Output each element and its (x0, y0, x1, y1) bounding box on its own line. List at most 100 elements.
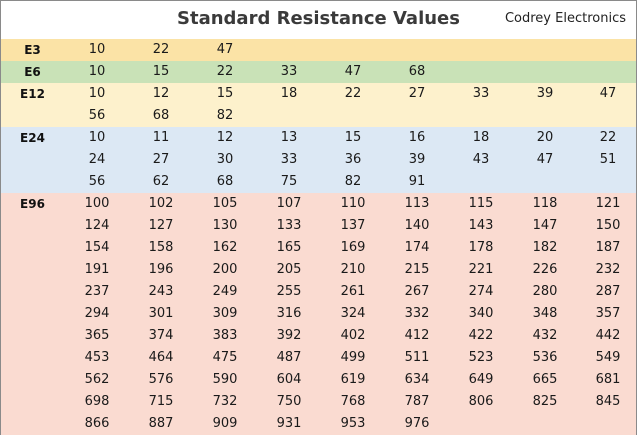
resistance-value: 162 (212, 240, 238, 255)
series-table: E3 10 22 47 E6 10 15 22 33 47 68 E12 10 12 15 18 22 27 33 3… (1, 39, 636, 435)
resistance-value: 422 (468, 328, 494, 343)
resistance-value: 182 (532, 240, 558, 255)
resistance-value: 665 (532, 372, 558, 387)
resistance-value: 121 (595, 196, 621, 211)
series-e96: E96 100 102 105 107 110 113 115 118 121 124 127 130 1… (1, 193, 636, 435)
resistance-value: 10 (88, 130, 106, 145)
resistance-value: 47 (216, 42, 234, 57)
table-header: Standard Resistance Values Codrey Electr… (1, 1, 636, 39)
value-row: 237 243 249 255 261 267 274 280 287 (1, 281, 636, 303)
resistance-value: 158 (148, 240, 174, 255)
resistance-value: 604 (276, 372, 302, 387)
resistance-value: 187 (595, 240, 621, 255)
series-label-e6: E6 (24, 65, 41, 79)
resistance-value: 806 (468, 394, 494, 409)
series-e24: E24 10 11 12 13 15 16 18 20 22 24 27 30 33 36 39 43 47 51 5… (1, 127, 636, 193)
resistance-value: 698 (84, 394, 110, 409)
series-label-e3: E3 (24, 43, 41, 57)
resistance-value: 402 (340, 328, 366, 343)
resistance-value: 392 (276, 328, 302, 343)
resistance-value: 18 (280, 86, 298, 101)
resistance-value: 976 (404, 416, 430, 431)
value-row: 10 15 22 33 47 68 (1, 61, 636, 83)
resistance-value: 316 (276, 306, 302, 321)
series-e12: E12 10 12 15 18 22 27 33 39 47 56 68 82 (1, 83, 636, 127)
resistance-value: 464 (148, 350, 174, 365)
resistance-value: 576 (148, 372, 174, 387)
resistance-value: 487 (276, 350, 302, 365)
resistance-value: 215 (404, 262, 430, 277)
value-row: 10 12 15 18 22 27 33 39 47 (1, 83, 636, 105)
resistance-value: 332 (404, 306, 430, 321)
resistance-value: 30 (216, 152, 234, 167)
resistance-value: 82 (216, 108, 234, 123)
resistance-value: 909 (212, 416, 238, 431)
resistance-value: 866 (84, 416, 110, 431)
resistance-value: 301 (148, 306, 174, 321)
series-e3: E3 10 22 47 (1, 39, 636, 61)
resistance-value: 68 (152, 108, 170, 123)
resistance-value: 442 (595, 328, 621, 343)
resistance-value: 62 (152, 174, 170, 189)
value-row: 56 62 68 75 82 91 (1, 171, 636, 193)
resistance-value: 39 (536, 86, 554, 101)
resistance-value: 39 (408, 152, 426, 167)
resistance-value: 196 (148, 262, 174, 277)
resistance-value: 787 (404, 394, 430, 409)
resistance-value: 127 (148, 218, 174, 233)
resistance-value: 523 (468, 350, 494, 365)
resistance-value: 150 (595, 218, 621, 233)
resistance-value: 499 (340, 350, 366, 365)
resistance-value: 22 (599, 130, 617, 145)
value-row: 154 158 162 165 169 174 178 182 187 (1, 237, 636, 259)
resistance-value: 27 (152, 152, 170, 167)
resistance-value: 24 (88, 152, 106, 167)
resistance-value: 100 (84, 196, 110, 211)
value-row: 365 374 383 392 402 412 422 432 442 (1, 325, 636, 347)
resistance-value: 887 (148, 416, 174, 431)
resistance-value: 33 (280, 152, 298, 167)
resistance-value: 715 (148, 394, 174, 409)
resistance-value: 82 (344, 174, 362, 189)
resistance-value: 619 (340, 372, 366, 387)
series-label-e12: E12 (20, 87, 45, 101)
resistance-value: 200 (212, 262, 238, 277)
resistance-value: 267 (404, 284, 430, 299)
resistance-value: 12 (216, 130, 234, 145)
value-row: 453 464 475 487 499 511 523 536 549 (1, 347, 636, 369)
resistance-value: 169 (340, 240, 366, 255)
resistance-value: 590 (212, 372, 238, 387)
resistance-value: 205 (276, 262, 302, 277)
resistance-value: 20 (536, 130, 554, 145)
resistance-value: 56 (88, 174, 106, 189)
resistance-value: 68 (408, 64, 426, 79)
resistance-value: 232 (595, 262, 621, 277)
resistance-value: 165 (276, 240, 302, 255)
resistance-value: 340 (468, 306, 494, 321)
resistance-value: 130 (212, 218, 238, 233)
resistance-value: 22 (344, 86, 362, 101)
resistance-value: 649 (468, 372, 494, 387)
resistance-value: 243 (148, 284, 174, 299)
resistance-value: 931 (276, 416, 302, 431)
value-row: 10 11 12 13 15 16 18 20 22 (1, 127, 636, 149)
resistance-value: 36 (344, 152, 362, 167)
resistance-value: 280 (532, 284, 558, 299)
resistance-value: 12 (152, 86, 170, 101)
brand-label: Codrey Electronics (504, 11, 626, 26)
resistance-value: 191 (84, 262, 110, 277)
resistance-value: 51 (599, 152, 617, 167)
resistance-value: 287 (595, 284, 621, 299)
resistance-value: 768 (340, 394, 366, 409)
resistance-value: 412 (404, 328, 430, 343)
resistance-value: 33 (472, 86, 490, 101)
resistance-value: 383 (212, 328, 238, 343)
resistance-value: 68 (216, 174, 234, 189)
resistance-value: 261 (340, 284, 366, 299)
resistance-value: 274 (468, 284, 494, 299)
resistance-value: 118 (532, 196, 558, 211)
resistance-value: 226 (532, 262, 558, 277)
resistance-value: 137 (340, 218, 366, 233)
resistance-value: 147 (532, 218, 558, 233)
